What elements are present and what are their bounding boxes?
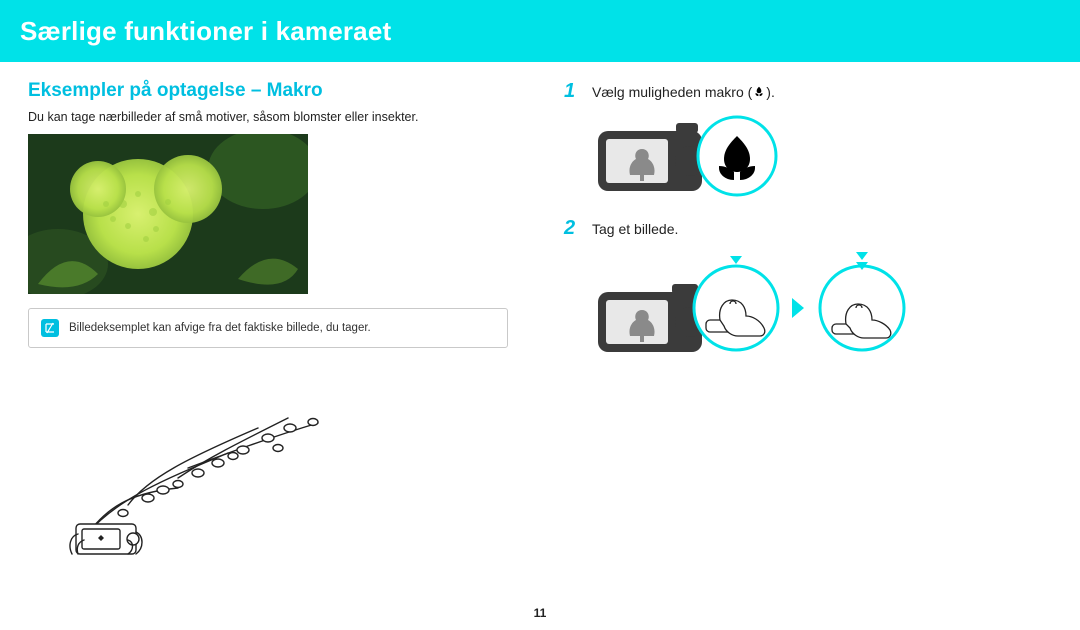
lead-text: Du kan tage nærbilleder af små motiver, … <box>28 110 516 124</box>
step-2-number: 2 <box>564 217 582 240</box>
step-1-text: Vælg muligheden makro (). <box>592 80 775 100</box>
diagram-macro <box>592 113 1052 199</box>
subhead: Eksempler på optagelse – Makro <box>28 80 516 102</box>
note-text: Billedeksemplet kan afvige fra det fakti… <box>69 322 371 334</box>
diagram-shoot <box>592 250 1052 360</box>
macro-circle-icon <box>694 113 780 199</box>
step-2: 2 Tag et billede. <box>564 217 1052 240</box>
col-right: 1 Vælg muligheden makro (). <box>564 80 1052 563</box>
page-title: Særlige funktioner i kameraet <box>20 16 391 47</box>
tulip-icon <box>752 85 766 99</box>
sample-photo <box>28 134 308 294</box>
step-1-suffix: ). <box>766 84 775 100</box>
chevron-right-icon <box>788 250 810 360</box>
note-icon <box>41 319 59 337</box>
full-press-icon <box>816 250 908 360</box>
page-number: 11 <box>0 606 1080 620</box>
step-2-text: Tag et billede. <box>592 217 678 237</box>
step-1-pre: Vælg muligheden makro ( <box>592 84 752 100</box>
step-1-number: 1 <box>564 80 582 103</box>
step-1: 1 Vælg muligheden makro (). <box>564 80 1052 103</box>
half-press-icon <box>690 250 782 360</box>
note-box: Billedeksemplet kan afvige fra det fakti… <box>28 308 508 348</box>
banner: Særlige funktioner i kameraet <box>0 0 1080 62</box>
branches-illustration <box>28 358 516 563</box>
col-left: Eksempler på optagelse – Makro Du kan ta… <box>28 80 516 563</box>
content: Eksempler på optagelse – Makro Du kan ta… <box>0 62 1080 563</box>
